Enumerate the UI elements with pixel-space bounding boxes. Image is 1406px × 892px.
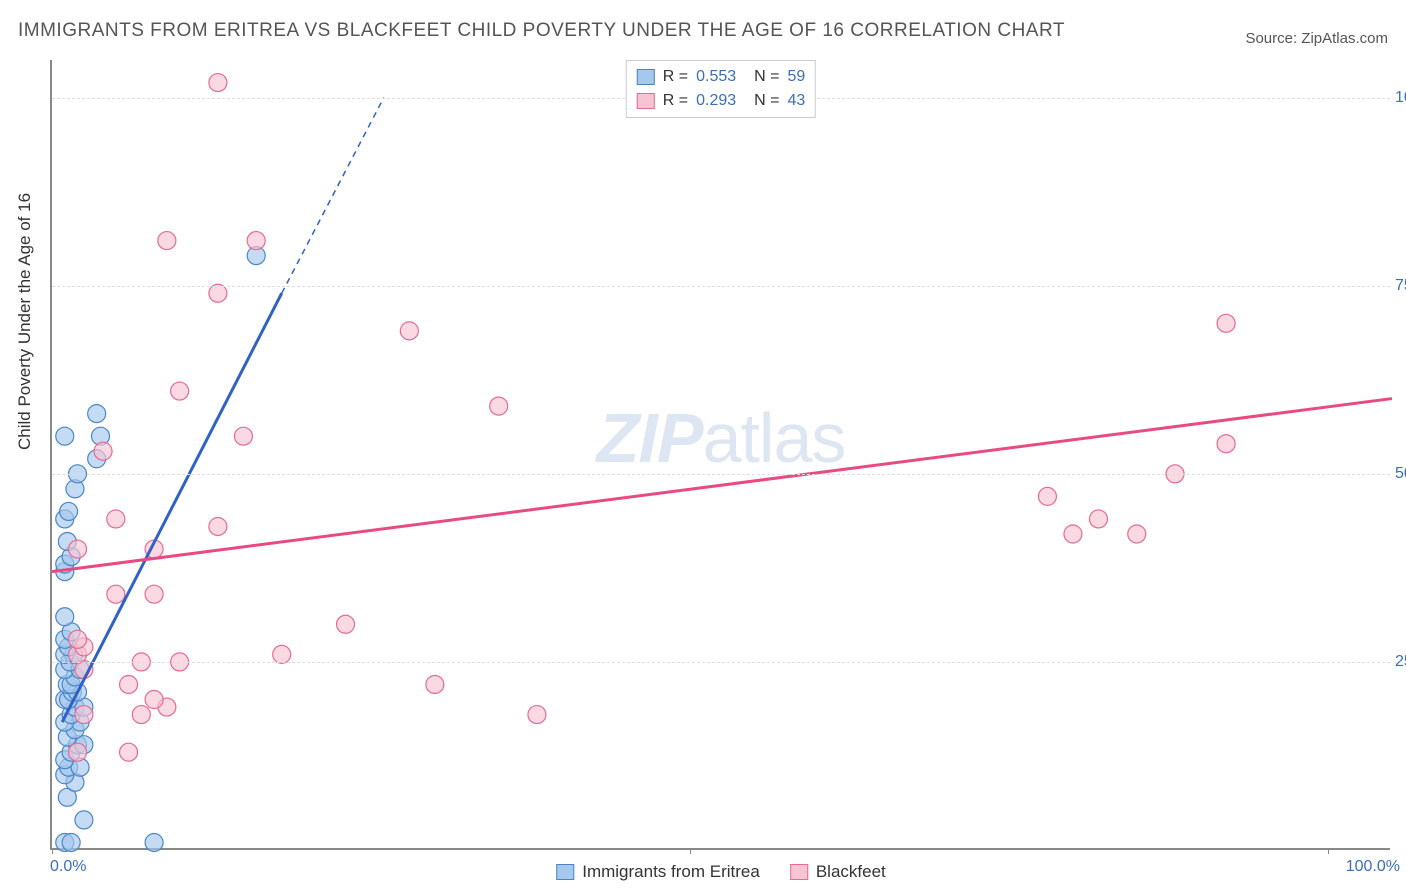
data-point <box>1064 525 1082 543</box>
gridline-h <box>52 474 1390 475</box>
chart-title: IMMIGRANTS FROM ERITREA VS BLACKFEET CHI… <box>18 20 1065 42</box>
y-tick-label: 100.0% <box>1395 89 1406 107</box>
trend-line <box>52 399 1392 572</box>
data-point <box>234 427 252 445</box>
data-point <box>1217 314 1235 332</box>
data-point <box>1038 487 1056 505</box>
legend-label-1: Immigrants from Eritrea <box>582 862 760 882</box>
data-point <box>69 743 87 761</box>
data-point <box>490 397 508 415</box>
scatter-chart <box>52 60 1392 850</box>
y-tick-label: 25.0% <box>1395 653 1406 671</box>
x-tick-mark <box>690 848 691 854</box>
n-label: N = <box>754 92 779 110</box>
data-point <box>1128 525 1146 543</box>
r-label: R = <box>663 68 688 86</box>
r-label: R = <box>663 92 688 110</box>
gridline-h <box>52 286 1390 287</box>
data-point <box>107 510 125 528</box>
x-tick-100: 100.0% <box>1346 858 1400 876</box>
r-value-2: 0.293 <box>696 92 746 110</box>
legend-label-2: Blackfeet <box>816 862 886 882</box>
data-point <box>247 232 265 250</box>
data-point <box>120 675 138 693</box>
data-point <box>273 645 291 663</box>
data-point <box>1089 510 1107 528</box>
data-point <box>75 811 93 829</box>
legend-swatch-series-1 <box>556 864 574 880</box>
legend-swatch-1 <box>637 69 655 85</box>
legend-swatch-series-2 <box>790 864 808 880</box>
n-label: N = <box>754 68 779 86</box>
legend-stats-row-2: R = 0.293 N = 43 <box>637 89 805 113</box>
data-point <box>1217 435 1235 453</box>
data-point <box>56 608 74 626</box>
data-point <box>88 405 106 423</box>
r-value-1: 0.553 <box>696 68 746 86</box>
plot-area: ZIPatlas R = 0.553 N = 59 R = 0.293 N = … <box>50 60 1390 850</box>
trend-line-extrapolated <box>282 98 384 294</box>
x-tick-mark <box>1328 848 1329 854</box>
data-point <box>120 743 138 761</box>
data-point <box>400 322 418 340</box>
legend-item-2: Blackfeet <box>790 862 886 882</box>
y-tick-label: 50.0% <box>1395 465 1406 483</box>
n-value-2: 43 <box>787 92 805 110</box>
data-point <box>209 284 227 302</box>
legend-stats-row-1: R = 0.553 N = 59 <box>637 65 805 89</box>
n-value-1: 59 <box>787 68 805 86</box>
data-point <box>94 442 112 460</box>
data-point <box>62 833 80 851</box>
x-tick-mark <box>52 848 53 854</box>
data-point <box>209 517 227 535</box>
data-point <box>132 706 150 724</box>
x-tick-0: 0.0% <box>50 858 86 876</box>
data-point <box>107 585 125 603</box>
y-axis-label: Child Poverty Under the Age of 16 <box>15 193 35 450</box>
data-point <box>337 615 355 633</box>
source-label: Source: ZipAtlas.com <box>1245 30 1388 47</box>
data-point <box>209 74 227 92</box>
gridline-h <box>52 662 1390 663</box>
legend-item-1: Immigrants from Eritrea <box>556 862 760 882</box>
data-point <box>60 502 78 520</box>
legend-series: Immigrants from Eritrea Blackfeet <box>556 862 886 882</box>
legend-stats: R = 0.553 N = 59 R = 0.293 N = 43 <box>626 60 816 118</box>
data-point <box>56 427 74 445</box>
y-tick-label: 75.0% <box>1395 277 1406 295</box>
data-point <box>145 833 163 851</box>
data-point <box>75 706 93 724</box>
data-point <box>528 706 546 724</box>
legend-swatch-2 <box>637 93 655 109</box>
data-point <box>426 675 444 693</box>
data-point <box>145 585 163 603</box>
data-point <box>171 382 189 400</box>
data-point <box>158 232 176 250</box>
data-point <box>145 691 163 709</box>
data-point <box>69 540 87 558</box>
data-point <box>69 630 87 648</box>
